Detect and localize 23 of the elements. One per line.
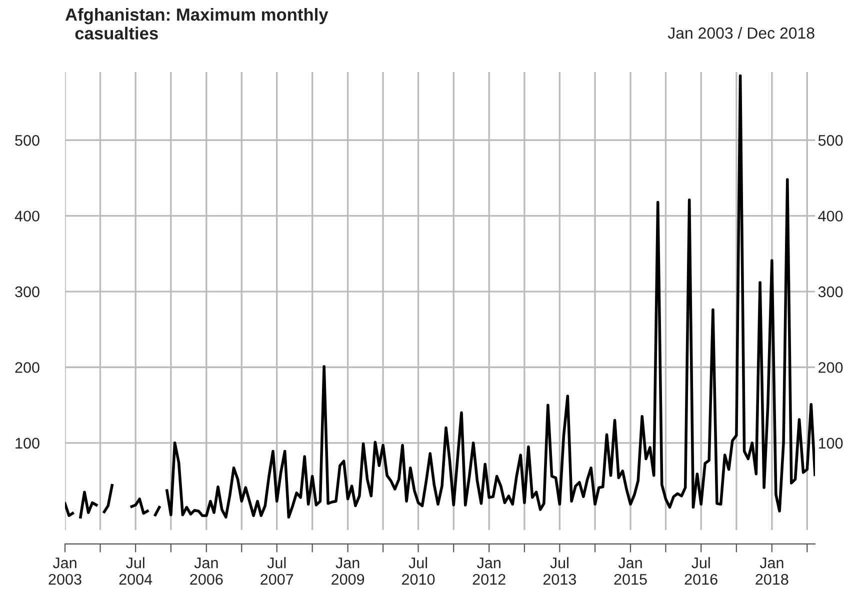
x-tick-label: Jul 2013 (543, 557, 576, 585)
x-tick-label: Jan 2003 (48, 558, 82, 585)
x-tick-label: Jan 2009 (332, 558, 364, 585)
y2-tick-label: 500 (818, 135, 843, 146)
x-tick-label: Jul 2004 (119, 557, 152, 585)
x-tick-label: Jul 2010 (402, 557, 435, 585)
y-tick-label: 100 (16, 438, 40, 449)
chart-subtitle: Jan 2003 / Dec 2018 (668, 27, 814, 39)
y-tick-label: 300 (15, 286, 40, 298)
x-tick-label: Jan 2012 (472, 558, 506, 585)
x-tick-label: Jan 2006 (190, 558, 223, 585)
x-tick-label: Jan 2018 (756, 558, 788, 585)
y-tick-label: 200 (15, 362, 40, 373)
x-tick-label: Jul 2007 (260, 557, 294, 585)
y2-tick-label: 400 (818, 210, 843, 222)
x-tick-label: Jan 2015 (614, 558, 647, 585)
y-tick-label: 500 (15, 135, 40, 146)
y2-tick-label: 100 (818, 438, 843, 449)
chart-title: Afghanistan: Maximum monthly casualties (65, 8, 328, 40)
x-tick-label: Jul 2016 (684, 557, 718, 585)
y-tick-label: 400 (14, 210, 40, 222)
y2-tick-label: 200 (818, 362, 843, 373)
y2-tick-label: 300 (818, 286, 843, 298)
